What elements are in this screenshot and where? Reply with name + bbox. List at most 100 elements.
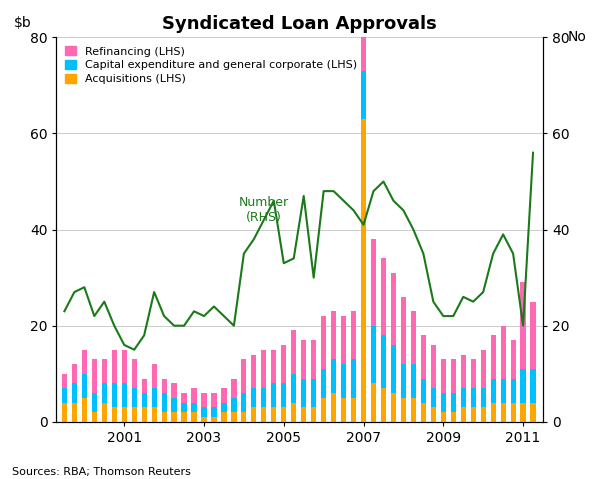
Bar xyxy=(142,408,147,422)
Bar xyxy=(520,369,526,402)
Bar xyxy=(411,364,416,398)
Bar xyxy=(321,316,326,369)
Bar xyxy=(451,359,456,393)
Bar xyxy=(112,408,117,422)
Bar xyxy=(92,393,97,412)
Bar xyxy=(221,388,227,402)
Bar xyxy=(470,359,476,388)
Bar xyxy=(441,412,446,422)
Bar xyxy=(491,402,496,422)
Bar xyxy=(101,359,107,383)
Bar xyxy=(202,417,206,422)
Bar xyxy=(161,378,167,393)
Bar xyxy=(341,398,346,422)
Bar xyxy=(112,383,117,408)
Bar xyxy=(331,311,336,359)
Bar xyxy=(72,364,77,383)
Bar xyxy=(281,345,286,383)
Bar xyxy=(371,383,376,422)
Bar xyxy=(101,383,107,402)
Bar xyxy=(232,398,236,412)
Bar xyxy=(481,350,486,388)
Bar xyxy=(421,378,426,402)
Bar xyxy=(251,408,256,422)
Bar xyxy=(511,402,515,422)
Bar xyxy=(351,311,356,359)
Bar xyxy=(401,297,406,364)
Bar xyxy=(361,71,366,119)
Bar xyxy=(202,393,206,408)
Bar xyxy=(122,408,127,422)
Bar xyxy=(72,383,77,402)
Bar xyxy=(221,412,227,422)
Bar xyxy=(142,378,147,393)
Bar xyxy=(181,412,187,422)
Bar xyxy=(62,374,67,388)
Bar xyxy=(82,350,87,374)
Bar xyxy=(172,383,176,398)
Bar xyxy=(172,412,176,422)
Bar xyxy=(411,398,416,422)
Y-axis label: $b: $b xyxy=(13,16,31,30)
Bar xyxy=(92,359,97,393)
Bar xyxy=(461,388,466,408)
Bar xyxy=(101,402,107,422)
Bar xyxy=(511,340,515,378)
Bar xyxy=(261,408,266,422)
Bar xyxy=(361,119,366,422)
Bar xyxy=(371,326,376,383)
Bar xyxy=(82,398,87,422)
Bar xyxy=(172,398,176,412)
Bar xyxy=(431,408,436,422)
Bar xyxy=(470,388,476,408)
Bar xyxy=(131,359,137,388)
Bar xyxy=(441,393,446,412)
Bar xyxy=(321,369,326,398)
Bar xyxy=(271,383,277,408)
Bar xyxy=(301,378,306,408)
Bar xyxy=(500,326,506,378)
Bar xyxy=(161,393,167,412)
Bar xyxy=(191,412,197,422)
Bar xyxy=(291,374,296,402)
Bar xyxy=(241,359,247,393)
Bar xyxy=(500,378,506,402)
Text: Sources: RBA; Thomson Reuters: Sources: RBA; Thomson Reuters xyxy=(12,467,191,477)
Bar xyxy=(331,393,336,422)
Bar xyxy=(202,408,206,417)
Bar xyxy=(371,239,376,326)
Bar xyxy=(122,350,127,383)
Bar xyxy=(511,378,515,402)
Title: Syndicated Loan Approvals: Syndicated Loan Approvals xyxy=(163,15,437,33)
Bar xyxy=(520,283,526,369)
Bar xyxy=(331,359,336,393)
Bar xyxy=(341,364,346,398)
Bar xyxy=(361,0,366,71)
Bar xyxy=(351,359,356,398)
Bar xyxy=(500,402,506,422)
Bar xyxy=(281,383,286,408)
Bar xyxy=(461,408,466,422)
Bar xyxy=(530,302,536,369)
Bar xyxy=(481,388,486,408)
Bar xyxy=(241,412,247,422)
Bar xyxy=(431,345,436,388)
Bar xyxy=(520,402,526,422)
Bar xyxy=(341,316,346,364)
Bar xyxy=(431,388,436,408)
Bar xyxy=(82,374,87,398)
Bar xyxy=(271,408,277,422)
Bar xyxy=(62,402,67,422)
Bar xyxy=(311,340,316,378)
Bar xyxy=(301,408,306,422)
Bar xyxy=(491,335,496,378)
Bar xyxy=(181,402,187,412)
Bar xyxy=(421,335,426,378)
Bar xyxy=(72,402,77,422)
Bar xyxy=(122,383,127,408)
Bar xyxy=(421,402,426,422)
Bar xyxy=(261,350,266,388)
Bar xyxy=(321,398,326,422)
Bar xyxy=(401,364,406,398)
Bar xyxy=(351,398,356,422)
